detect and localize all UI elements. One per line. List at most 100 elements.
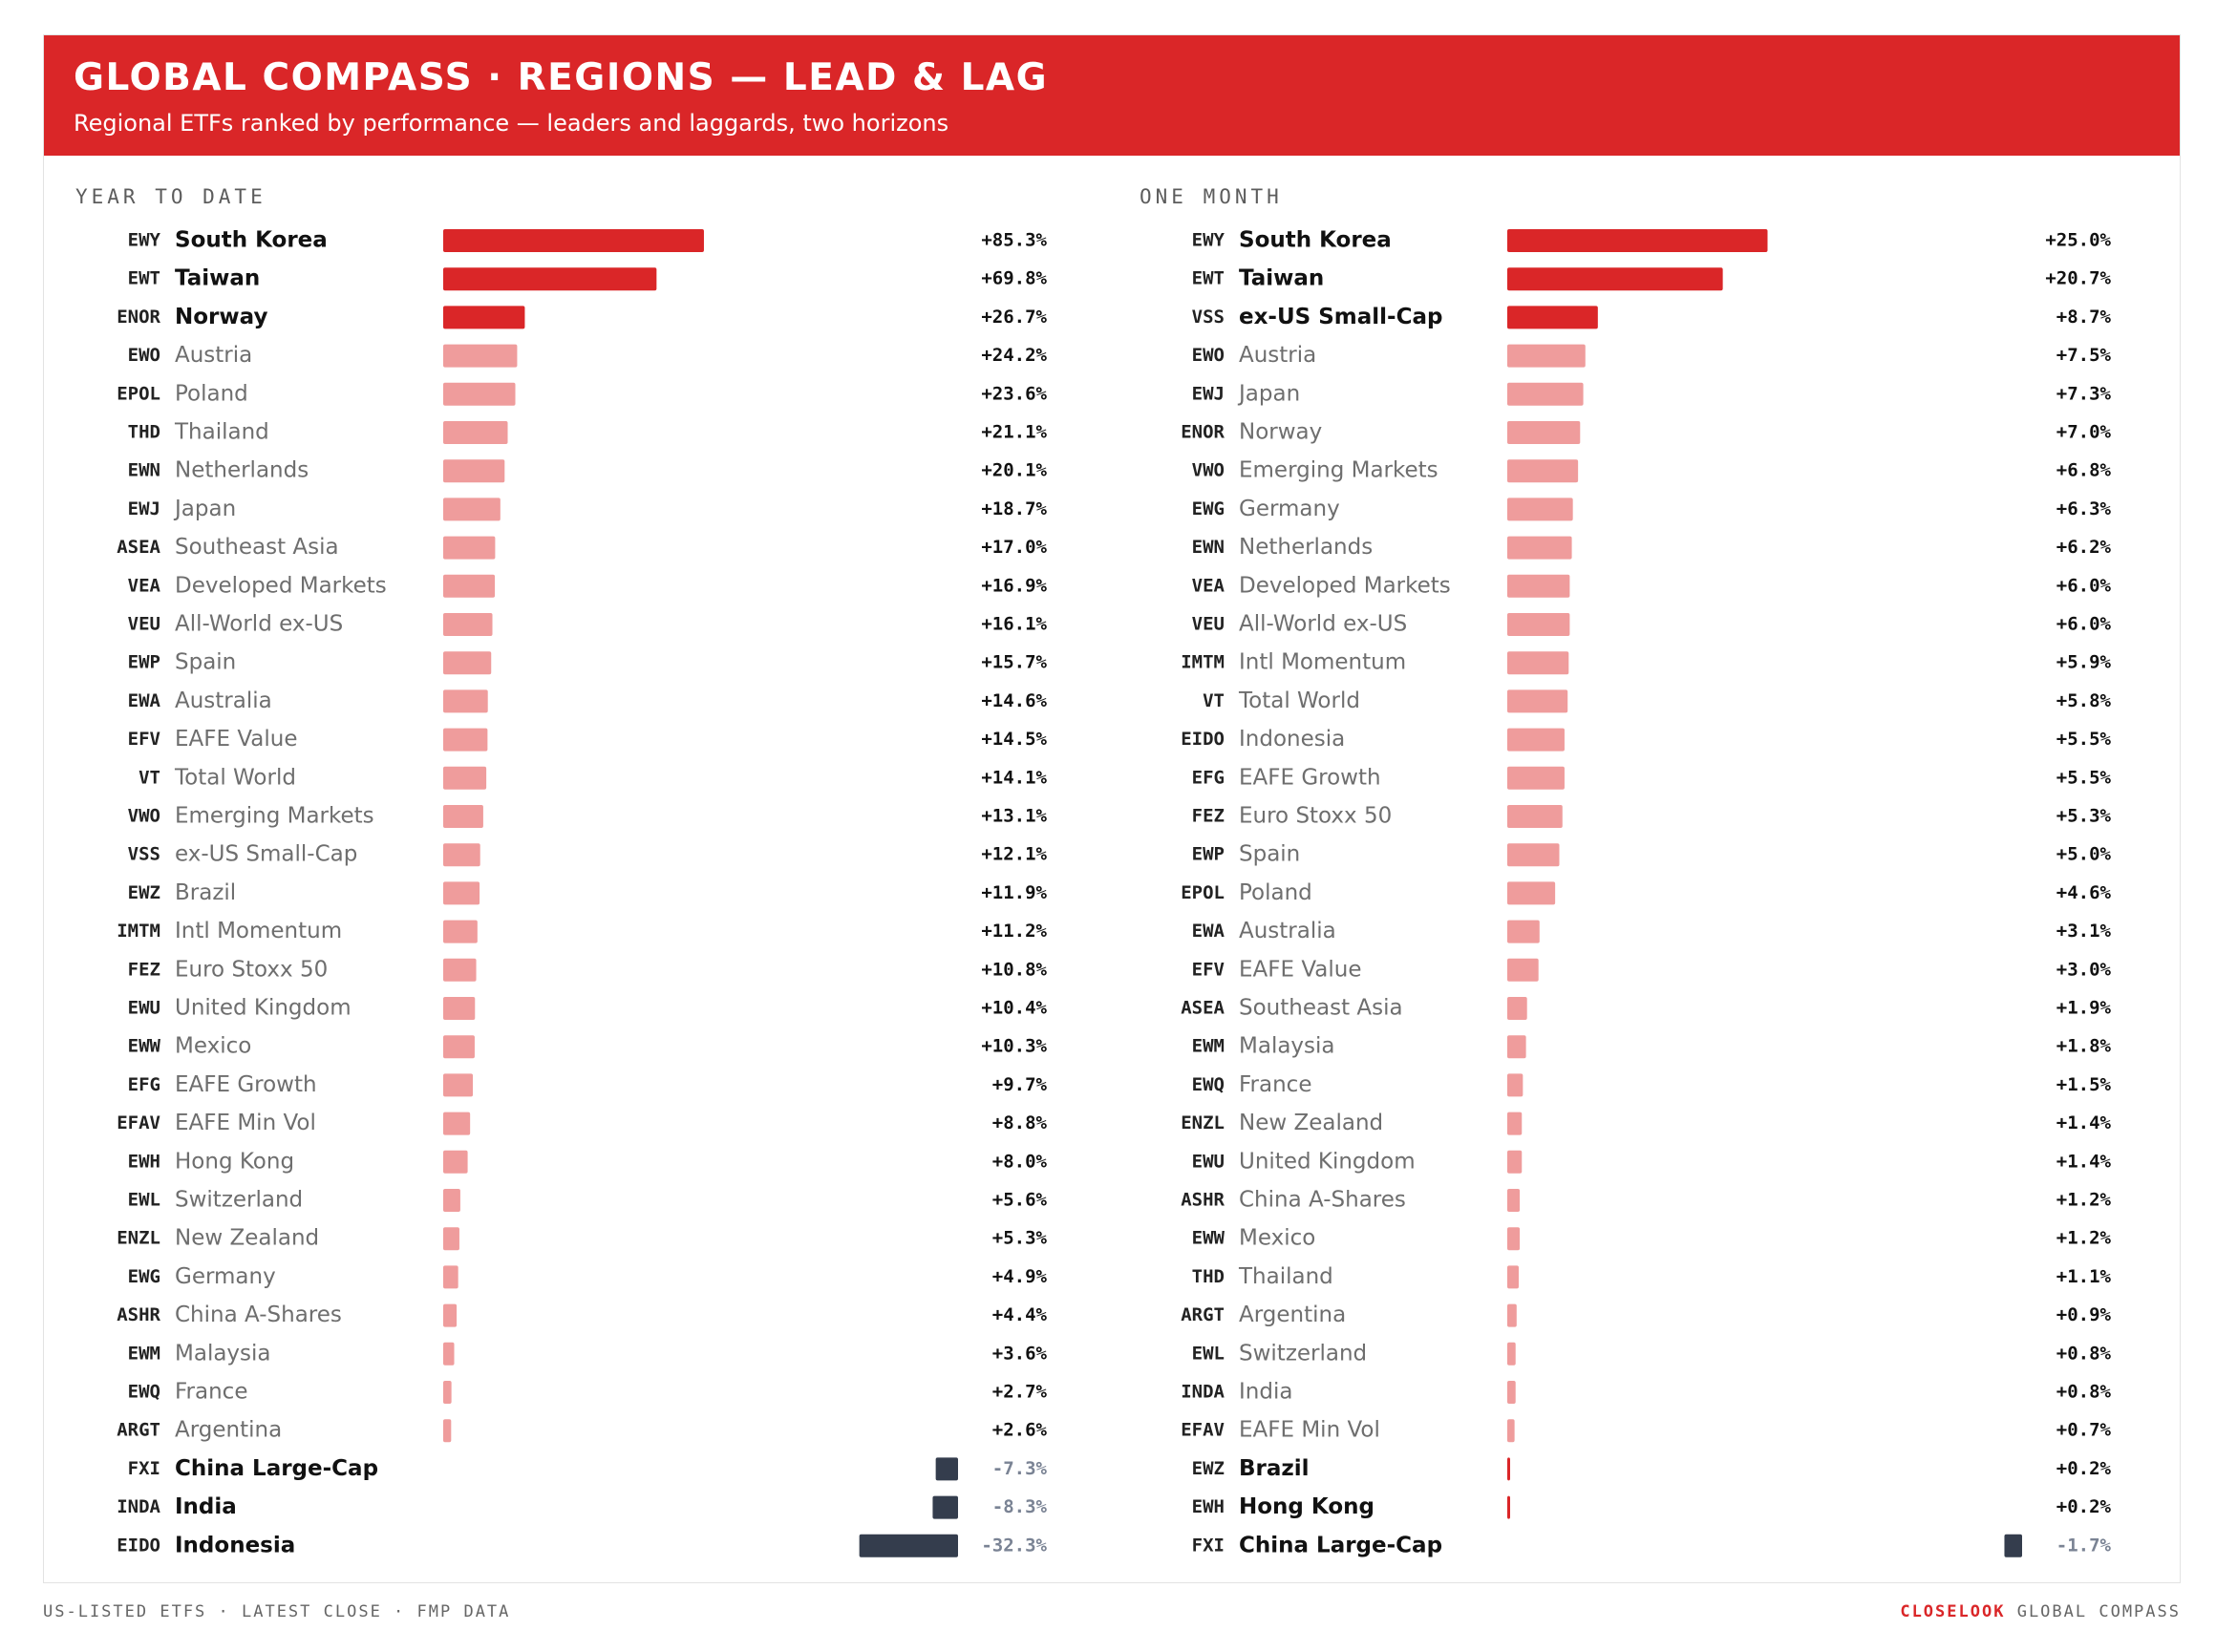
region-name-label: Developed Markets <box>1239 573 1451 598</box>
value-label: +2.7% <box>992 1382 1048 1403</box>
bar <box>1507 1495 1510 1519</box>
ticker-label: EWZ <box>128 882 160 903</box>
region-name-label: Southeast Asia <box>175 535 339 560</box>
region-name-label: New Zealand <box>175 1226 319 1251</box>
value-label: +12.1% <box>981 844 1047 865</box>
bar <box>1507 344 1586 368</box>
region-name-label: Brazil <box>175 880 236 905</box>
value-label: +16.1% <box>981 614 1047 635</box>
bar <box>443 1112 471 1135</box>
ticker-label: EWJ <box>128 498 160 519</box>
value-label: +9.7% <box>992 1074 1048 1095</box>
region-name-label: Switzerland <box>175 1188 303 1213</box>
region-name-label: Hong Kong <box>1239 1494 1374 1519</box>
value-label: +0.7% <box>2056 1420 2112 1441</box>
bar-row: ASEA Southeast Asia +1.9% <box>1181 996 2111 1021</box>
region-name-label: Total World <box>1238 688 1360 713</box>
bar-row: FEZ Euro Stoxx 50 +10.8% <box>128 957 1048 982</box>
value-label: +0.8% <box>2056 1382 2112 1403</box>
ticker-label: EWG <box>1192 498 1225 519</box>
ticker-label: ARGT <box>117 1420 160 1441</box>
bar-row: EWU United Kingdom +10.4% <box>128 996 1048 1021</box>
bar <box>1507 459 1579 483</box>
footer-brand: CLOSELOOK <box>1900 1602 2006 1621</box>
value-label: -7.3% <box>992 1458 1048 1479</box>
region-name-label: New Zealand <box>1239 1111 1383 1135</box>
region-name-label: South Korea <box>175 228 328 253</box>
bar <box>1507 1073 1524 1097</box>
bar-row: EWO Austria +24.2% <box>128 343 1048 368</box>
region-name-label: Germany <box>1239 497 1340 521</box>
region-name-label: Spain <box>175 650 236 675</box>
value-label: +1.9% <box>2056 998 2112 1019</box>
bar-row: EFAV EAFE Min Vol +8.8% <box>117 1111 1047 1135</box>
value-label: +1.4% <box>2056 1151 2112 1172</box>
ticker-label: EWJ <box>1192 383 1225 404</box>
bar <box>1507 613 1570 636</box>
bar <box>443 306 525 329</box>
region-name-label: France <box>1239 1072 1311 1097</box>
region-name-label: Netherlands <box>175 458 309 483</box>
region-name-label: Poland <box>175 381 248 406</box>
ticker-label: ASHR <box>1181 1190 1225 1211</box>
bar <box>443 1073 474 1097</box>
bar <box>443 843 480 867</box>
value-label: +25.0% <box>2045 230 2111 251</box>
ticker-label: EWU <box>128 998 160 1019</box>
bar <box>443 881 480 905</box>
footer-product: GLOBAL COMPASS <box>2016 1602 2181 1621</box>
bar-row: EWL Switzerland +5.6% <box>128 1188 1048 1213</box>
value-label: +1.5% <box>2056 1074 2112 1095</box>
ticker-label: EIDO <box>1181 729 1225 750</box>
bar-row: EWZ Brazil +11.9% <box>128 880 1048 905</box>
bar <box>1507 574 1570 598</box>
bar <box>1507 1150 1523 1174</box>
value-label: +3.1% <box>2056 921 2112 942</box>
region-name-label: United Kingdom <box>175 996 352 1021</box>
region-name-label: South Korea <box>1239 228 1392 253</box>
bar <box>1507 997 1527 1020</box>
region-name-label: Australia <box>1239 919 1336 943</box>
bar-row: EFG EAFE Growth +9.7% <box>128 1072 1048 1097</box>
ticker-label: EWU <box>1192 1151 1225 1172</box>
ticker-label: VWO <box>128 806 160 827</box>
value-label: +69.8% <box>981 268 1047 289</box>
ticker-label: IMTM <box>117 921 160 942</box>
bar-row: EIDO Indonesia -32.3% <box>117 1533 1047 1557</box>
bar <box>1507 536 1572 560</box>
region-name-label: Austria <box>1239 343 1316 368</box>
bar-row: ENZL New Zealand +1.4% <box>1181 1111 2111 1135</box>
region-name-label: Spain <box>1239 842 1300 867</box>
bar <box>1507 920 1540 943</box>
value-label: +6.0% <box>2056 575 2112 596</box>
value-label: +7.3% <box>2056 383 2112 404</box>
ticker-label: ASEA <box>1181 998 1225 1019</box>
bar <box>1507 728 1565 752</box>
bar-row: EWN Netherlands +6.2% <box>1192 535 2112 560</box>
ticker-label: EWY <box>128 230 161 251</box>
bar <box>443 1265 458 1289</box>
bar-row: VEU All-World ex-US +6.0% <box>1192 612 2112 637</box>
bar <box>443 1189 460 1212</box>
region-name-label: Mexico <box>1239 1226 1315 1251</box>
bar <box>1507 766 1565 790</box>
page-subtitle: Regional ETFs ranked by performance — le… <box>74 110 949 137</box>
bar <box>1507 421 1581 444</box>
bar-row: IMTM Intl Momentum +11.2% <box>117 919 1047 943</box>
bar-row: EWA Australia +3.1% <box>1192 919 2112 943</box>
value-label: +1.2% <box>2056 1190 2112 1211</box>
ticker-label: EFV <box>128 729 160 750</box>
one-month-bar-chart: EWY South Korea +25.0% EWT Taiwan +20.7% VSS ex… <box>1181 228 2112 1558</box>
region-name-label: Malaysia <box>175 1341 271 1366</box>
bar <box>443 958 477 982</box>
ticker-label: EWP <box>128 652 160 673</box>
region-name-label: India <box>1239 1380 1292 1405</box>
bar-row: EWJ Japan +18.7% <box>128 497 1048 521</box>
bar-row: EWQ France +1.5% <box>1192 1072 2112 1097</box>
region-name-label: Emerging Markets <box>175 804 374 829</box>
bar-row: ASEA Southeast Asia +17.0% <box>117 535 1047 560</box>
bar <box>2004 1534 2022 1557</box>
value-label: +6.8% <box>2056 460 2112 481</box>
bar-row: FXI China Large-Cap -1.7% <box>1192 1533 2112 1557</box>
value-label: +4.9% <box>992 1266 1048 1287</box>
